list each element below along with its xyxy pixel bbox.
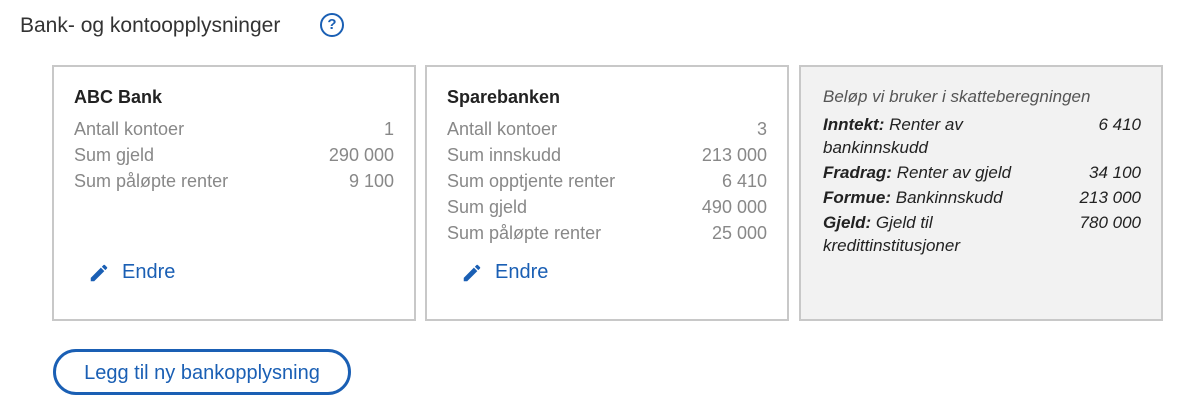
bank-row: Sum gjeld 490 000: [447, 194, 767, 220]
summary-key: Fradrag:: [823, 163, 892, 182]
bank-row: Sum gjeld 290 000: [74, 142, 394, 168]
edit-button[interactable]: Endre: [88, 261, 175, 284]
row-label: Sum påløpte renter: [74, 171, 229, 191]
summary-row: Gjeld: Gjeld til kredittinstitusjoner 780…: [823, 211, 1141, 257]
summary-text: Gjeld til kredittinstitusjoner: [823, 213, 961, 255]
summary-caption: Beløp vi bruker i skatteberegningen: [823, 87, 1091, 106]
bank-row: Antall kontoer 1: [74, 116, 394, 142]
row-value: 290 000: [328, 145, 394, 165]
summary-text: Bankinnskudd: [895, 188, 1003, 207]
bank-name: Sparebanken: [447, 87, 561, 107]
summary-text: Renter av bankinnskudd: [823, 115, 963, 157]
row-label: Sum gjeld: [447, 197, 528, 217]
row-value: 490 000: [701, 197, 767, 217]
edit-label: Endre: [122, 261, 176, 283]
summary-value: 6 410: [1098, 115, 1141, 134]
row-label: Antall kontoer: [74, 119, 185, 139]
row-value: 9 100: [348, 171, 394, 191]
tax-summary-card: Beløp vi bruker i skatteberegningen Innt…: [799, 65, 1163, 321]
add-bank-info-button[interactable]: Legg til ny bankopplysning: [53, 349, 351, 395]
row-label: Sum gjeld: [74, 145, 155, 165]
pencil-icon: [90, 264, 108, 281]
edit-label: Endre: [495, 261, 549, 283]
row-label: Sum innskudd: [447, 145, 562, 165]
summary-key: Gjeld:: [823, 213, 872, 232]
summary-value: 34 100: [1089, 163, 1141, 182]
row-value: 213 000: [701, 145, 767, 165]
row-label: Antall kontoer: [447, 119, 558, 139]
bank-card: Sparebanken Antall kontoer 3 Sum innskudd 21…: [425, 65, 789, 321]
row-label: Sum påløpte renter: [447, 223, 602, 243]
row-label: Sum opptjente renter: [447, 171, 616, 191]
page-title: Bank- og kontoopplysninger: [20, 14, 281, 37]
summary-row: Fradrag: Renter av gjeld 34 100: [823, 161, 1141, 184]
row-value: 25 000: [711, 223, 767, 243]
summary-key: Inntekt:: [823, 115, 885, 134]
summary-value: 213 000: [1079, 188, 1141, 207]
row-value: 1: [383, 119, 394, 139]
bank-row: Sum opptjente renter 6 410: [447, 168, 767, 194]
summary-row: Inntekt: Renter av bankinnskudd 6 410: [823, 113, 1141, 159]
bank-row: Sum påløpte renter 25 000: [447, 220, 767, 246]
bank-row: Sum påløpte renter 9 100: [74, 168, 394, 194]
summary-key: Formue:: [823, 188, 891, 207]
bank-row: Sum innskudd 213 000: [447, 142, 767, 168]
summary-text: Renter av gjeld: [896, 163, 1012, 182]
row-value: 6 410: [721, 171, 767, 191]
bank-name: ABC Bank: [74, 87, 163, 107]
summary-value: 780 000: [1079, 213, 1141, 232]
row-value: 3: [756, 119, 767, 139]
pencil-icon: [463, 264, 481, 281]
summary-row: Formue: Bankinnskudd 213 000: [823, 186, 1141, 209]
bank-card: ABC Bank Antall kontoer 1 Sum gjeld 290 000 S…: [52, 65, 416, 321]
help-icon[interactable]: ?: [320, 13, 344, 37]
bank-row: Antall kontoer 3: [447, 116, 767, 142]
edit-button[interactable]: Endre: [461, 261, 548, 284]
